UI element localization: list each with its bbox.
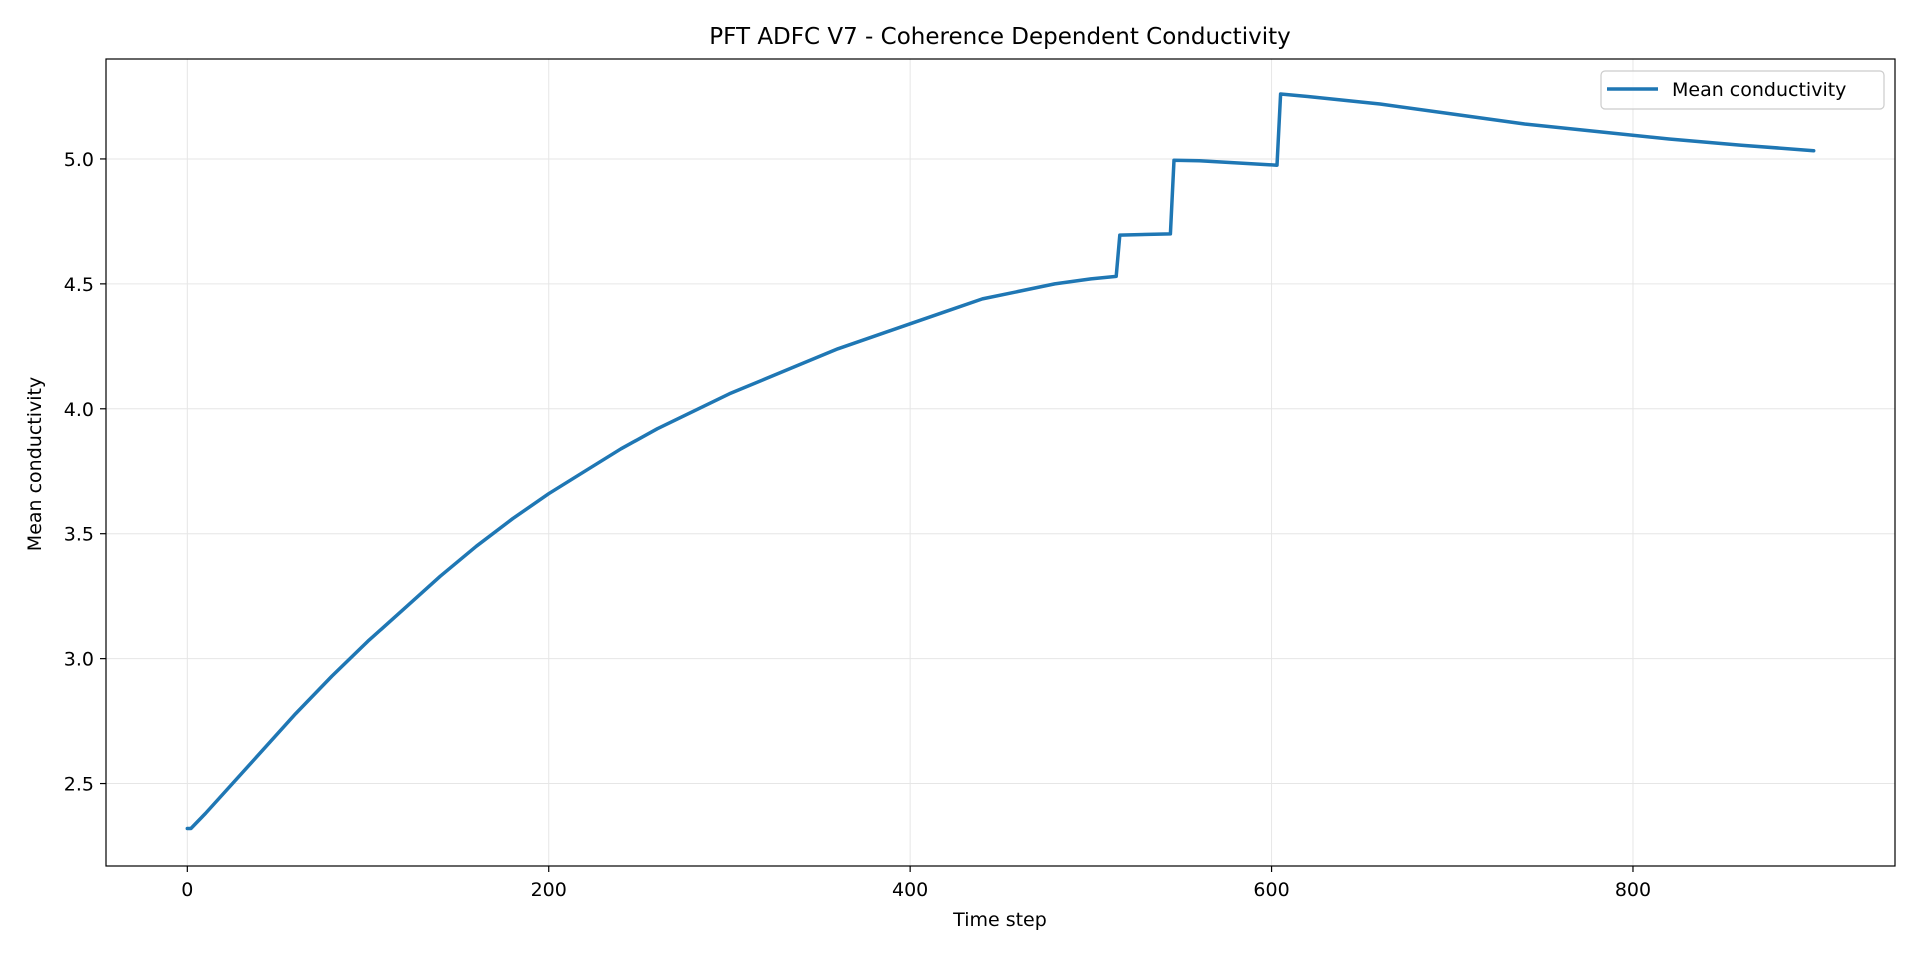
x-tick-label: 600: [1253, 879, 1289, 901]
plot-area-frame: [105, 58, 1896, 867]
legend-box: [1600, 70, 1885, 110]
y-tick-label: 3.0: [64, 649, 94, 671]
series-line-mean-conductivity[interactable]: [185, 92, 1816, 831]
y-tick-label: 5.0: [64, 149, 94, 171]
y-tick-label: 4.5: [64, 274, 94, 296]
x-axis-label: Time step: [952, 909, 1047, 931]
y-axis-label: Mean conductivity: [24, 377, 46, 551]
y-tick-label: 2.5: [64, 774, 94, 796]
grid-lines: [106, 59, 1895, 866]
y-axis: 2.5 3.0 3.5 4.0 4.5 5.0: [64, 149, 106, 796]
legend[interactable]: Mean conductivity: [1600, 70, 1885, 110]
y-tick-label: 3.5: [64, 524, 94, 546]
x-tick-label: 400: [892, 879, 928, 901]
chart-title: PFT ADFC V7 - Coherence Dependent Conduc…: [709, 24, 1290, 50]
legend-label: Mean conductivity: [1672, 79, 1846, 101]
series-layer: [185, 92, 1816, 831]
x-axis: 0 200 400 600 800: [181, 866, 1651, 901]
x-tick-label: 0: [181, 879, 193, 901]
x-tick-label: 200: [531, 879, 567, 901]
x-tick-label: 800: [1615, 879, 1651, 901]
y-tick-label: 4.0: [64, 399, 94, 421]
